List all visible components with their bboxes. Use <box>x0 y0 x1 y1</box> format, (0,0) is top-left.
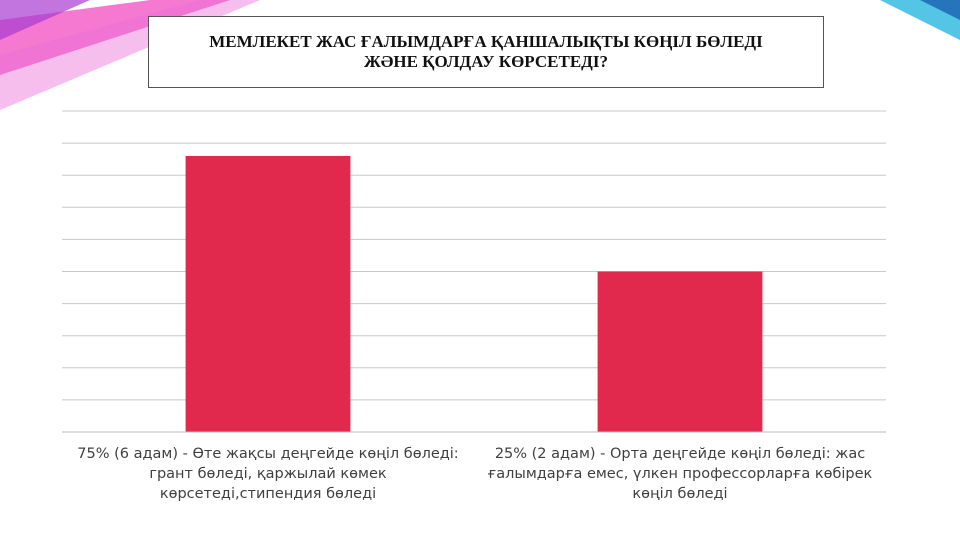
chart-title: МЕМЛЕКЕТ ЖАС ҒАЛЫМДАРҒА ҚАНШАЛЫҚТЫ КӨҢІЛ… <box>148 16 824 88</box>
decoration <box>0 0 90 40</box>
bar <box>597 271 763 432</box>
bar <box>185 155 351 432</box>
decoration <box>920 0 960 20</box>
x-tick-label: 75% (6 адам) - Өте жақсы деңгейде көңіл … <box>77 446 459 502</box>
x-tick-label: 25% (2 адам) - Орта деңгейде көңіл бөлед… <box>487 446 873 502</box>
